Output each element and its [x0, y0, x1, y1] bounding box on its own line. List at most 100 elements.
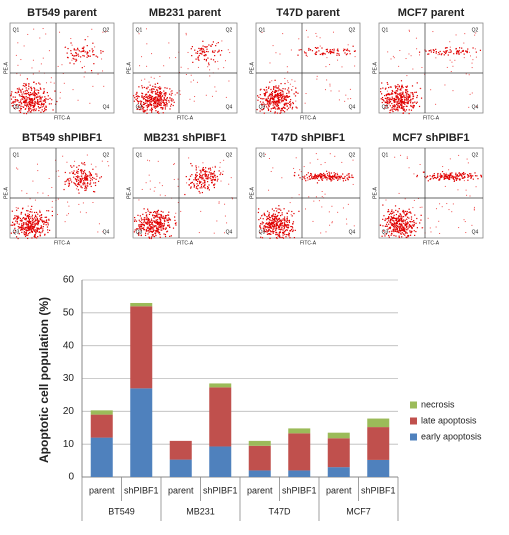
dot — [401, 226, 403, 228]
dot — [198, 232, 200, 234]
dot — [27, 227, 29, 229]
dot — [401, 100, 404, 103]
dot — [20, 99, 22, 101]
dot — [403, 210, 405, 212]
dot — [401, 100, 403, 102]
dot — [63, 188, 65, 191]
y-tick-label: 20 — [63, 406, 75, 417]
dot — [95, 55, 97, 57]
dot — [69, 62, 71, 64]
dot — [446, 203, 448, 205]
dot — [456, 50, 459, 52]
dot — [25, 222, 27, 225]
dot — [263, 108, 265, 110]
legend-swatch — [410, 433, 417, 441]
dot — [28, 85, 30, 87]
dot — [399, 99, 401, 101]
dot — [384, 107, 386, 109]
plot-frame — [255, 22, 361, 114]
dot — [208, 189, 210, 191]
dot — [279, 101, 281, 103]
dot — [138, 219, 140, 221]
dot — [265, 226, 267, 228]
dot — [394, 105, 396, 107]
dot — [164, 99, 166, 101]
dot — [287, 71, 289, 73]
dot — [272, 217, 274, 220]
dot — [142, 110, 144, 112]
dot — [302, 176, 304, 178]
dot — [163, 90, 165, 92]
dot — [86, 53, 88, 55]
dot — [405, 92, 407, 94]
dot — [266, 222, 268, 224]
dot — [333, 52, 335, 54]
dot — [480, 175, 482, 177]
dot — [141, 79, 143, 81]
dot — [264, 227, 266, 229]
dot — [151, 108, 153, 111]
dot — [419, 206, 421, 208]
dot — [25, 229, 27, 231]
dot — [198, 190, 200, 193]
dot — [14, 223, 16, 225]
dot — [29, 100, 31, 103]
dot — [276, 233, 278, 235]
dot — [393, 229, 395, 232]
dot — [340, 175, 343, 177]
dot — [142, 107, 144, 109]
dot — [395, 109, 397, 111]
dot — [280, 95, 282, 97]
dot — [269, 100, 271, 102]
dot — [276, 92, 279, 95]
dot — [408, 167, 410, 169]
dot — [283, 98, 285, 100]
dot — [287, 81, 289, 83]
dot — [282, 107, 284, 109]
dot — [34, 236, 36, 239]
dot — [150, 231, 152, 233]
bar-segment — [90, 414, 113, 438]
dot — [398, 208, 400, 210]
dot — [435, 48, 437, 50]
dot — [429, 178, 431, 181]
dot — [195, 52, 197, 54]
dot — [406, 93, 408, 95]
dot — [269, 98, 272, 100]
dot — [23, 101, 26, 103]
dot — [204, 171, 207, 173]
dot — [90, 174, 93, 177]
dot — [85, 178, 87, 180]
dot — [262, 101, 264, 103]
dot — [319, 53, 321, 56]
dot — [348, 175, 350, 177]
dot — [403, 94, 405, 96]
dot — [159, 194, 161, 196]
dot — [204, 172, 206, 175]
dot — [80, 171, 83, 173]
dot — [213, 232, 215, 234]
dot — [224, 60, 226, 62]
dot — [293, 212, 295, 215]
dot — [42, 105, 45, 107]
dot — [33, 110, 35, 112]
dot — [30, 230, 33, 233]
dot — [165, 93, 167, 95]
dot — [81, 170, 83, 172]
dot — [22, 106, 24, 108]
dot — [153, 215, 155, 217]
dot — [279, 231, 281, 233]
dot — [398, 228, 401, 230]
dot — [275, 220, 277, 223]
dot — [92, 190, 95, 193]
dot — [39, 97, 41, 99]
dot — [399, 230, 401, 232]
dot — [343, 48, 345, 50]
dot — [169, 235, 171, 237]
dot — [88, 183, 90, 185]
dot — [388, 103, 390, 105]
dot — [474, 175, 477, 177]
dot — [146, 223, 149, 225]
dot — [409, 220, 411, 223]
dot — [389, 97, 391, 99]
